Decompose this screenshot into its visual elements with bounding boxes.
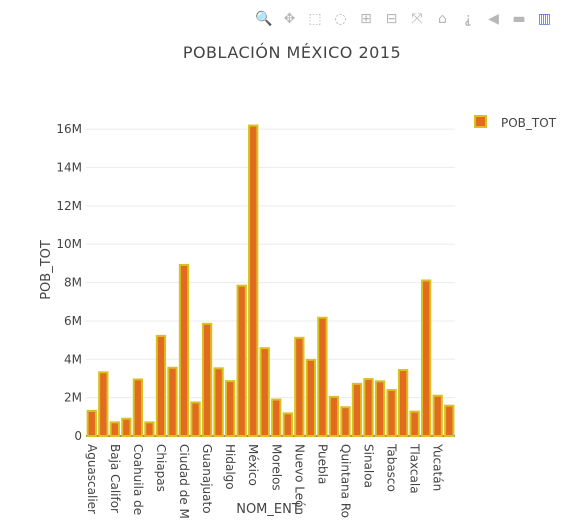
reset-axes-icon[interactable]: ⌂ bbox=[438, 11, 447, 27]
bar-quintana-roo[interactable] bbox=[340, 406, 351, 437]
bar-guanajuato[interactable] bbox=[201, 322, 213, 438]
x-tick-label: Tlaxcala bbox=[408, 443, 422, 494]
y-tick-label: 2M bbox=[64, 391, 82, 405]
legend[interactable]: POB_TOT bbox=[474, 115, 557, 130]
x-tick-label: Coahuila de bbox=[131, 444, 145, 515]
bar-tabasco[interactable] bbox=[386, 388, 397, 437]
bar-campeche[interactable] bbox=[121, 417, 132, 438]
legend-label: POB_TOT bbox=[501, 116, 557, 130]
chart-title: POBLACIÓN MÉXICO 2015 bbox=[183, 43, 401, 62]
y-axis-title: POB_TOT bbox=[39, 240, 54, 300]
x-tick-label: Chiapas bbox=[154, 444, 168, 492]
bar-m-xico[interactable] bbox=[248, 124, 259, 438]
hover-closest-icon[interactable]: ◀ bbox=[488, 11, 499, 27]
x-tick-label: Puebla bbox=[315, 444, 329, 484]
bar-colima[interactable] bbox=[144, 421, 155, 437]
bar-puebla[interactable] bbox=[317, 316, 328, 438]
spike-lines-icon[interactable]: ⸘ bbox=[464, 11, 472, 27]
bar-sinaloa[interactable] bbox=[363, 378, 374, 437]
bar-durango[interactable] bbox=[190, 401, 201, 437]
plotly-logo-icon[interactable]: ▥ bbox=[537, 11, 552, 27]
bar-coahuila-de-zaragoza[interactable] bbox=[132, 378, 144, 437]
y-tick-label: 12M bbox=[56, 199, 82, 213]
x-tick-label: Nuevo León bbox=[292, 444, 306, 515]
bar-ciudad-de-m-xico[interactable] bbox=[178, 263, 190, 438]
x-axis-title: NOM_ENT bbox=[236, 502, 300, 517]
zoom-icon[interactable]: 🔍 bbox=[255, 11, 273, 27]
y-tick-label: 10M bbox=[56, 237, 82, 251]
bar-quer-taro[interactable] bbox=[328, 395, 340, 438]
x-tick-label: Hidalgo bbox=[223, 444, 237, 490]
bar-tamaulipas[interactable] bbox=[397, 369, 409, 437]
bar-morelos[interactable] bbox=[271, 398, 282, 437]
y-tick-label: 16M bbox=[56, 122, 82, 136]
bar-veracruz-de-ignacio-de-la-llave[interactable] bbox=[421, 279, 432, 437]
legend-swatch bbox=[474, 115, 487, 128]
x-tick-label: Sinaloa bbox=[362, 444, 376, 488]
zoom-out-icon[interactable]: ⊟ bbox=[385, 11, 398, 27]
y-tick-label: 0 bbox=[74, 429, 82, 443]
y-tick-label: 14M bbox=[56, 161, 82, 175]
bar-baja-california-sur[interactable] bbox=[109, 421, 120, 437]
box-select-icon[interactable]: ⬚ bbox=[308, 11, 322, 27]
pan-icon[interactable]: ✥ bbox=[283, 11, 296, 27]
autoscale-icon[interactable]: ⤧ bbox=[411, 11, 423, 27]
zoom-in-icon[interactable]: ⊞ bbox=[360, 11, 372, 27]
x-tick-label: México bbox=[246, 444, 260, 486]
bars bbox=[86, 124, 455, 438]
y-axis-ticks: 0 2M 4M 6M 8M 10M 12M 14M 16M bbox=[56, 122, 82, 443]
bar-baja-california[interactable] bbox=[98, 371, 109, 437]
x-tick-label: Yucatán bbox=[431, 443, 445, 491]
bar-oaxaca[interactable] bbox=[305, 358, 317, 437]
x-tick-label: Ciudad de M bbox=[177, 444, 191, 519]
x-axis-ticks: Aguascalier Baja Califor Coahuila de Chiapa… bbox=[85, 443, 445, 519]
bar-guerrero[interactable] bbox=[213, 367, 224, 438]
y-tick-label: 4M bbox=[64, 352, 82, 366]
bar-san-luis-potos-[interactable] bbox=[351, 382, 363, 437]
bar-chiapas[interactable] bbox=[155, 334, 167, 438]
bar-jalisco[interactable] bbox=[236, 284, 247, 437]
bar-nuevo-le-n[interactable] bbox=[294, 336, 305, 437]
bar-zacatecas[interactable] bbox=[444, 404, 455, 437]
y-tick-label: 6M bbox=[64, 314, 82, 328]
x-tick-label: Morelos bbox=[269, 444, 283, 491]
x-tick-label: Baja Califor bbox=[108, 444, 122, 513]
y-tick-label: 8M bbox=[64, 276, 82, 290]
x-tick-label: Guanajuato bbox=[200, 444, 214, 514]
bar-yucat-n[interactable] bbox=[432, 394, 443, 437]
x-tick-label: Tabasco bbox=[385, 443, 399, 492]
bar-aguascalientes[interactable] bbox=[86, 409, 97, 437]
bar-nayarit[interactable] bbox=[282, 412, 293, 437]
bar-chihuahua[interactable] bbox=[167, 366, 178, 437]
hover-compare-icon[interactable]: ▬ bbox=[512, 11, 526, 27]
x-tick-label: Quintana Ro bbox=[338, 444, 352, 518]
bar-tlaxcala[interactable] bbox=[409, 410, 420, 437]
lasso-select-icon[interactable]: ◌ bbox=[334, 11, 347, 27]
bar-hidalgo[interactable] bbox=[224, 380, 236, 438]
x-tick-label: Aguascalier bbox=[85, 444, 99, 514]
bar-michoac-n-de-ocampo[interactable] bbox=[259, 347, 270, 437]
bar-sonora[interactable] bbox=[374, 380, 386, 437]
